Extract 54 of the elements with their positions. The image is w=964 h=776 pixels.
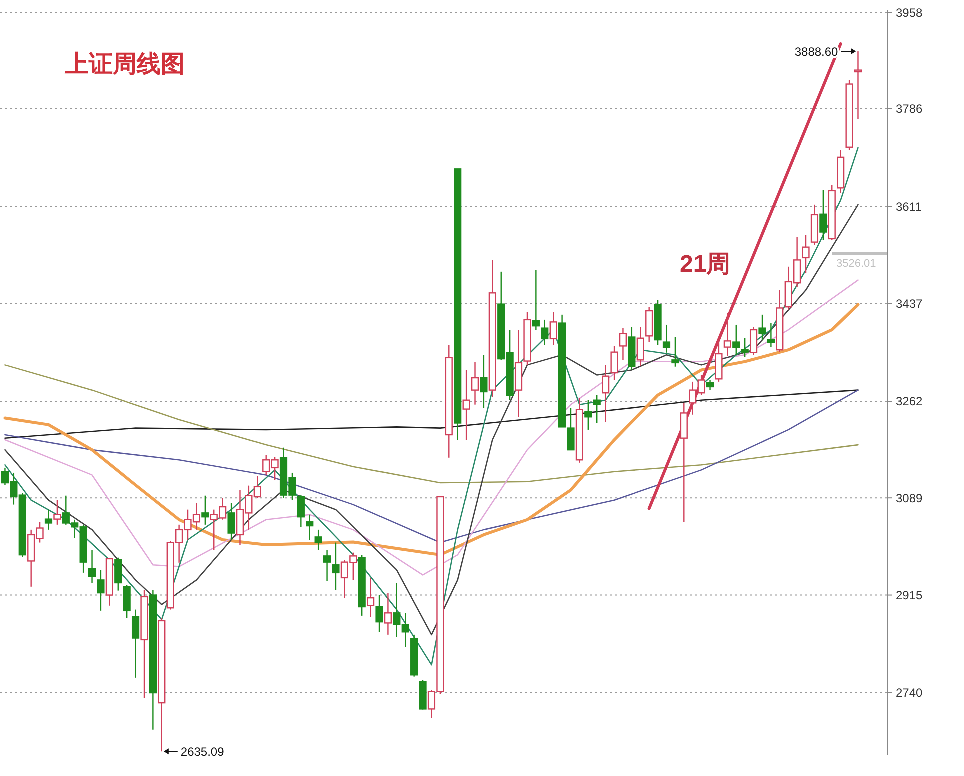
candlestick [132, 609, 140, 679]
y-tick-label: 3437 [896, 296, 924, 311]
candlestick [610, 346, 618, 381]
annotation: 2635.09 [180, 744, 225, 759]
candlestick [202, 495, 210, 526]
candlestick [619, 328, 628, 361]
candlestick [44, 509, 53, 531]
candlestick [541, 319, 549, 346]
candlestick [384, 592, 392, 636]
candlestick [636, 326, 644, 367]
y-tick-label: 2915 [896, 588, 924, 602]
candlestick [672, 336, 680, 368]
candlestick [376, 594, 384, 633]
line-series [4, 390, 859, 439]
candlestick [741, 338, 749, 358]
candlestick [306, 514, 314, 541]
annotation: 21周 [680, 251, 731, 278]
candlestick [462, 370, 470, 441]
candlestick [802, 234, 810, 274]
line-series [4, 390, 859, 544]
candlestick [332, 542, 340, 591]
candlestick [767, 322, 775, 348]
ref-line-label: 3526.01 [836, 258, 876, 270]
y-tick-label: 2740 [896, 686, 924, 700]
candlestick [471, 362, 480, 406]
y-tick-label: 3786 [896, 102, 924, 116]
candlestick [750, 326, 758, 356]
candlestick [54, 500, 62, 526]
candlestick [297, 494, 305, 528]
line-series [4, 364, 859, 484]
candlestick [114, 557, 122, 592]
candlestick [584, 400, 592, 431]
candlestick [662, 324, 671, 354]
candlestick [323, 549, 332, 582]
text: 上证周线图 [64, 51, 185, 78]
candlestick [602, 364, 610, 423]
candlestick [88, 549, 96, 584]
y-tick-label: 3262 [896, 394, 924, 409]
y-tick-label: 3611 [896, 200, 922, 214]
candlestick [758, 314, 766, 341]
candlestick [480, 354, 488, 409]
candlestick [706, 380, 714, 391]
y-tick-label: 3089 [896, 491, 924, 506]
candlestick [724, 312, 732, 357]
candlestick [314, 529, 322, 551]
candlestick [367, 577, 375, 618]
y-tick-label: 3958 [896, 6, 924, 20]
candlestick [820, 190, 828, 241]
candlestick [228, 502, 236, 541]
candlestick [97, 570, 105, 612]
candlestick [550, 312, 558, 346]
candlestick [593, 394, 601, 424]
candlestick [532, 270, 540, 331]
candlestick [732, 324, 740, 356]
